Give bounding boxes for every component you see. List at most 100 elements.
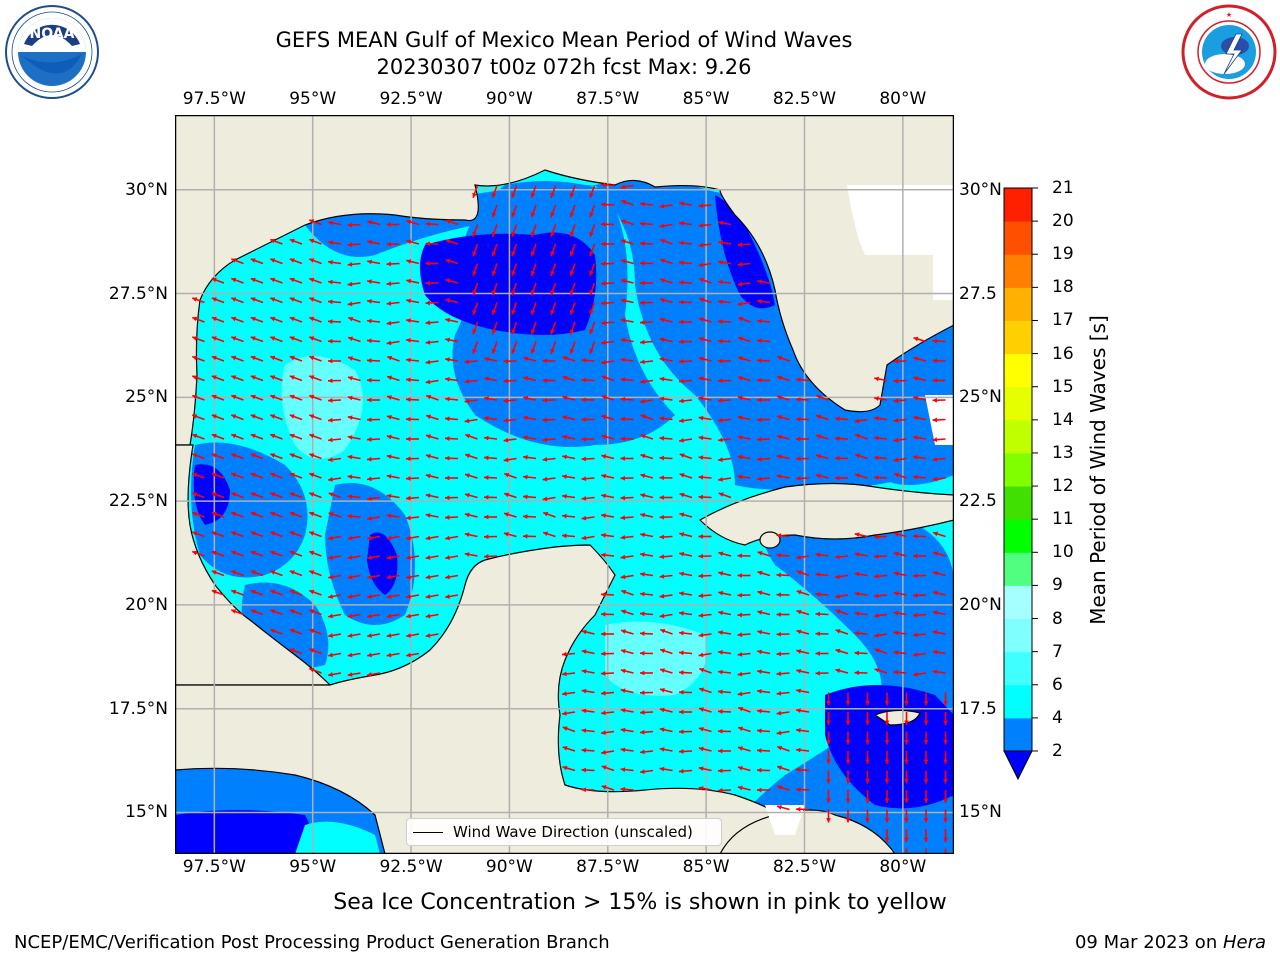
wind-wave-arrow — [600, 320, 615, 326]
wind-wave-arrow — [639, 710, 654, 715]
wind-wave-arrow — [530, 243, 537, 257]
wind-wave-arrow — [270, 511, 283, 518]
wind-wave-arrow — [347, 652, 361, 658]
wind-wave-arrow — [581, 436, 595, 442]
wind-wave-arrow — [620, 648, 634, 655]
wind-wave-arrow — [445, 337, 459, 343]
wind-wave-arrow — [366, 417, 381, 423]
wind-wave-arrow — [678, 359, 693, 364]
wind-wave-arrow — [309, 550, 322, 557]
wind-wave-arrow — [601, 765, 615, 772]
wind-wave-arrow — [289, 238, 303, 245]
wind-wave-arrow — [756, 476, 771, 482]
wind-wave-arrow — [640, 769, 654, 775]
wind-wave-arrow — [943, 790, 948, 803]
colorbar-tick-7: 11 — [1052, 509, 1074, 530]
wind-wave-arrow — [854, 433, 868, 440]
colorbar-tick-0: 2 — [1052, 741, 1063, 761]
lat-tick-left-4: 20°N — [125, 594, 168, 615]
wind-wave-arrow — [367, 259, 381, 265]
wind-wave-arrow — [923, 712, 929, 725]
wind-wave-arrow — [542, 511, 556, 518]
wind-wave-arrow — [511, 185, 518, 198]
wind-wave-arrow — [445, 357, 459, 363]
wind-wave-arrow — [327, 417, 342, 423]
wind-wave-arrow — [211, 414, 225, 421]
colorbar — [1003, 187, 1038, 781]
wind-wave-arrow — [192, 297, 205, 304]
wind-wave-arrow — [309, 433, 322, 440]
wind-wave-arrow — [943, 770, 948, 784]
wind-wave-arrow — [289, 375, 303, 382]
wind-wave-arrow — [601, 473, 615, 479]
wind-wave-arrow — [639, 631, 654, 636]
wind-wave-arrow — [366, 338, 381, 344]
wind-wave-arrow — [679, 532, 693, 538]
wind-wave-arrow — [309, 219, 322, 226]
colorbar-tick-11: 15 — [1052, 376, 1074, 397]
wind-wave-arrow — [640, 414, 654, 421]
land-mexico-yucatan — [175, 544, 796, 854]
wind-wave-arrow — [250, 375, 264, 382]
wind-wave-arrow — [893, 457, 907, 463]
wind-wave-arrow — [270, 570, 283, 577]
wind-wave-arrow — [932, 417, 946, 423]
wind-wave-arrow — [309, 258, 322, 265]
wind-wave-arrow — [718, 571, 732, 577]
wind-wave-arrow — [756, 318, 771, 324]
wind-wave-arrow — [923, 692, 929, 706]
wind-wave-arrow — [737, 262, 751, 267]
wind-wave-arrow — [865, 809, 870, 823]
wind-wave-arrow — [231, 277, 244, 284]
wind-wave-arrow — [192, 511, 205, 518]
wind-wave-arrow — [231, 531, 244, 538]
wind-wave-arrow — [698, 652, 712, 658]
wind-wave-arrow — [659, 648, 673, 655]
wind-wave-arrow — [386, 633, 400, 638]
wind-wave-arrow — [328, 574, 342, 580]
wind-wave-arrow — [511, 204, 518, 218]
wind-wave-arrow — [192, 550, 205, 557]
wind-wave-arrow — [347, 336, 361, 343]
wind-wave-arrow — [640, 512, 654, 518]
wind-wave-arrow — [366, 358, 381, 363]
wind-wave-arrow — [884, 712, 890, 725]
wind-wave-arrow — [893, 531, 907, 538]
wind-wave-arrow — [464, 418, 478, 424]
wind-wave-arrow — [472, 185, 479, 198]
wind-wave-arrow — [405, 357, 420, 363]
wind-wave-arrow — [581, 728, 595, 733]
wind-wave-arrow — [270, 531, 283, 538]
wind-wave-arrow — [425, 633, 439, 638]
period-contour-7 — [281, 356, 363, 459]
wind-wave-arrow — [511, 341, 518, 354]
wind-wave-arrow — [932, 551, 946, 557]
lon-tick-bottom-1: 95°W — [289, 857, 337, 877]
wind-wave-arrow — [717, 689, 732, 695]
wind-wave-arrow — [834, 554, 849, 560]
noaa-logo: NOAA — [5, 5, 99, 99]
wind-wave-arrow — [211, 570, 225, 577]
wind-wave-arrow — [581, 397, 595, 403]
wind-wave-arrow — [679, 610, 693, 616]
wind-wave-arrow — [756, 358, 771, 363]
wind-wave-arrow — [569, 302, 576, 315]
wind-wave-arrow — [347, 474, 361, 480]
wind-wave-arrow — [943, 809, 948, 823]
wind-wave-arrow — [717, 417, 732, 423]
wind-wave-arrow — [698, 297, 712, 304]
wind-wave-arrow — [756, 456, 771, 462]
wind-wave-arrow — [483, 494, 498, 500]
wind-wave-arrow — [289, 258, 303, 265]
wind-wave-arrow — [698, 726, 712, 733]
wind-wave-arrow — [601, 513, 615, 519]
wind-wave-arrow — [796, 570, 810, 577]
wind-wave-arrow — [511, 243, 518, 257]
wind-wave-arrow — [327, 398, 342, 403]
wind-wave-arrow — [309, 414, 322, 421]
lat-tick-left-0: 30°N — [125, 179, 168, 200]
lat-tick-right-6: 15°N — [959, 802, 1002, 823]
wind-wave-arrow — [231, 316, 244, 323]
wind-wave-arrow — [347, 513, 361, 519]
wind-wave-arrow — [620, 278, 634, 284]
